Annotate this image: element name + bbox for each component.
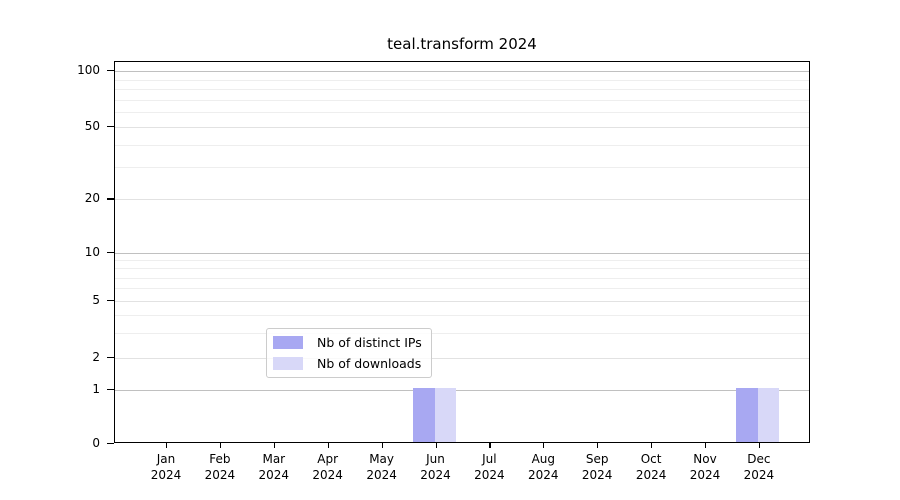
y-tick-label: 10 [84,245,100,259]
y-tick-label: 2 [92,350,100,364]
bar-downloads-dec [757,388,780,442]
plot-area [114,61,810,443]
x-tick-mark [435,443,437,448]
minor-gridline [115,260,809,262]
x-tick-mark [327,443,329,448]
y-tick-label: 0 [92,436,100,450]
y-tick-label: 5 [92,293,100,308]
y-tick-mark [107,388,114,391]
y-tick-mark [107,70,114,72]
x-tick-label: Feb 2024 [204,452,236,482]
y-tick-label: 100 [77,63,100,77]
bar-downloads-jun [434,388,456,442]
x-tick-mark [758,443,761,448]
gridline-y-5 [115,301,809,303]
x-tick-mark [597,443,599,448]
x-tick-label: Jan 2024 [150,452,182,482]
gridline-y-2 [115,358,809,359]
x-tick-mark [219,443,222,448]
x-tick-label: May 2024 [366,452,397,482]
y-tick-label: 50 [84,119,100,134]
bar-distinct-ips-jun [413,388,435,442]
y-tick-mark [107,252,114,254]
chart-title: teal.transform 2024 [387,35,537,53]
minor-gridline [115,144,809,146]
minor-gridline [115,288,809,290]
legend-label-downloads: Nb of downloads [317,356,422,371]
y-tick-mark [107,443,114,445]
legend-swatch-downloads [273,357,303,370]
x-tick-mark [166,443,168,448]
x-tick-label: Apr 2024 [312,452,343,482]
minor-gridline [115,332,809,334]
minor-gridline [115,314,809,316]
minor-gridline [115,268,809,270]
legend-swatch-distinct-ips [273,336,303,349]
y-tick-mark [107,357,114,359]
y-tick-label: 1 [92,381,100,396]
x-tick-label: Jul 2024 [474,452,505,482]
minor-gridline [115,89,809,91]
legend-item-distinct-ips: Nb of distinct IPs [273,335,422,350]
minor-gridline [115,167,809,169]
x-tick-label: Nov 2024 [689,452,721,482]
legend: Nb of distinct IPs Nb of downloads [266,328,432,378]
gridline-y-20 [115,199,809,201]
x-tick-label: Dec 2024 [743,452,775,482]
minor-gridline [115,112,809,114]
x-tick-mark [381,443,383,448]
y-tick-mark [107,300,114,302]
minor-gridline [115,99,809,101]
gridline-y-50 [115,127,809,129]
bar-distinct-ips-dec [736,388,758,442]
x-tick-label: Sep 2024 [581,452,613,482]
gridline-y-1 [115,389,809,391]
x-tick-mark [543,443,545,448]
gridline-y-100 [115,71,809,72]
minor-gridline [115,79,809,81]
y-tick-mark [107,126,114,128]
legend-item-downloads: Nb of downloads [273,356,422,371]
x-tick-mark [705,443,707,448]
x-tick-mark [489,443,491,448]
x-tick-label: Aug 2024 [528,452,559,482]
x-tick-label: Jun 2024 [420,452,451,482]
y-tick-mark [107,198,114,200]
x-tick-label: Oct 2024 [635,452,667,482]
minor-gridline [115,277,809,279]
x-tick-mark [273,443,275,448]
gridline-y-10 [115,253,809,254]
y-tick-label: 20 [84,191,100,206]
x-tick-label: Mar 2024 [258,452,290,482]
legend-label-distinct-ips: Nb of distinct IPs [317,335,422,350]
x-tick-mark [651,443,653,448]
